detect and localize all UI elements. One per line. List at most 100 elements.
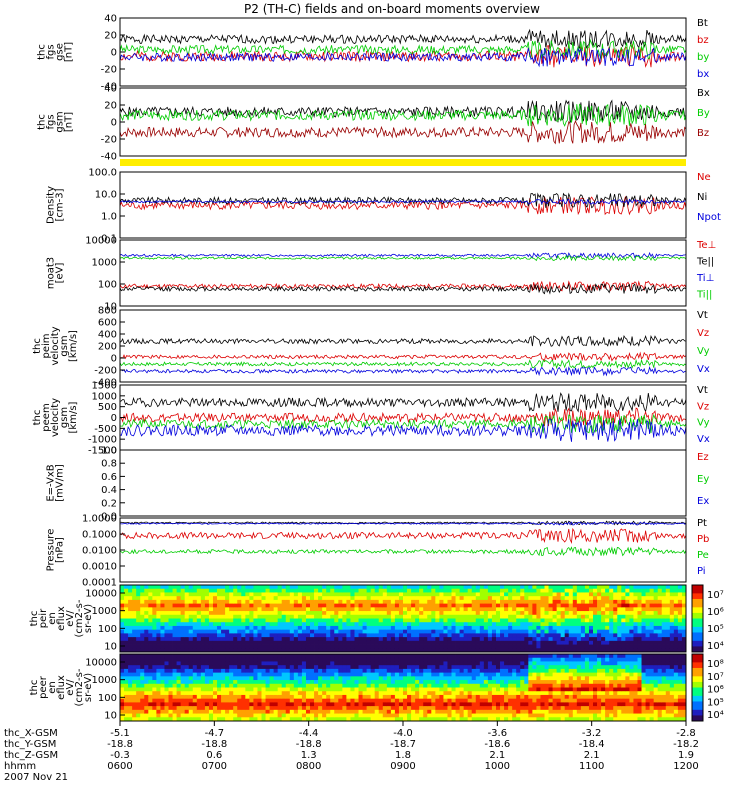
spec-cell-peer-2-15 [128, 709, 133, 714]
spec-cell-peer-55-10 [342, 691, 347, 696]
spec-cell-peer-87-4 [471, 668, 477, 674]
ytick-label-pressure-1: 0.1000 [82, 530, 117, 541]
spec-cell-peir-29-5 [237, 603, 242, 608]
spec-cell-peir-67-2 [390, 592, 396, 597]
spec-cell-peer-44-0 [297, 654, 303, 659]
spec-cell-peer-51-1 [326, 657, 331, 662]
spec-cell-peir-94-10 [500, 622, 505, 627]
spec-cell-peir-13-10 [172, 622, 177, 627]
spec-cell-peir-18-9 [192, 618, 198, 623]
spec-cell-peer-110-14 [564, 706, 570, 711]
spec-cell-peir-54-7 [338, 611, 343, 616]
spec-cell-peer-52-1 [330, 657, 335, 662]
spec-cell-peir-86-6 [467, 607, 473, 612]
spec-cell-peer-99-4 [520, 668, 525, 674]
spec-cell-peir-38-9 [273, 618, 279, 623]
spec-cell-peir-77-2 [431, 592, 436, 597]
spec-cell-peer-42-17 [289, 717, 295, 722]
spec-cell-peer-7-7 [148, 680, 153, 685]
spec-cell-peer-97-9 [512, 687, 517, 692]
spec-cell-peer-60-7 [362, 680, 368, 685]
spec-cell-peer-74-9 [419, 687, 424, 692]
spec-cell-peer-40-2 [281, 661, 287, 666]
spec-cell-peir-107-16 [552, 644, 558, 649]
spec-cell-peer-122-14 [613, 706, 618, 711]
spec-cell-peer-74-13 [419, 702, 424, 707]
spec-cell-peer-64-9 [378, 687, 384, 692]
spec-cell-peir-99-7 [520, 611, 525, 616]
spec-cell-peer-122-15 [613, 709, 618, 714]
spec-cell-peir-40-7 [281, 611, 287, 616]
spec-cell-peer-82-15 [451, 709, 456, 714]
spec-cell-peer-93-10 [495, 691, 501, 696]
spec-cell-peir-94-0 [500, 585, 505, 590]
spec-cell-peir-89-13 [479, 633, 485, 638]
spec-cell-peir-46-15 [305, 640, 311, 645]
spec-cell-peer-83-1 [455, 657, 460, 662]
spec-cell-peir-116-15 [588, 640, 594, 645]
spec-cell-peer-46-13 [305, 702, 311, 707]
spec-cell-peir-111-1 [568, 588, 574, 593]
spec-cell-peer-19-13 [196, 702, 202, 707]
spec-cell-peir-60-4 [362, 599, 368, 605]
spec-cell-peir-74-8 [419, 614, 424, 619]
spec-cell-peir-60-6 [362, 607, 368, 612]
spec-cell-peir-56-0 [346, 585, 351, 590]
spec-cell-peir-136-6 [669, 607, 675, 612]
spec-cell-peer-40-10 [281, 691, 287, 696]
spec-cell-peer-118-17 [597, 717, 602, 722]
spec-cell-peir-91-12 [487, 629, 493, 634]
spec-cell-peir-91-6 [487, 607, 493, 612]
spec-cell-peir-89-4 [479, 599, 485, 605]
spec-cell-peer-93-13 [495, 702, 501, 707]
spec-cell-peer-12-10 [168, 691, 173, 696]
spec-cell-peir-91-15 [487, 640, 493, 645]
spec-cell-peer-7-17 [148, 717, 153, 722]
spec-cell-peir-22-4 [208, 599, 214, 605]
spec-cell-peer-11-4 [164, 668, 169, 674]
spec-cell-peir-118-3 [597, 596, 602, 601]
spec-cell-peer-16-2 [184, 661, 190, 666]
spec-cell-peer-26-15 [225, 709, 230, 714]
ytick-label-fgs-gse-4: -40 [101, 82, 117, 93]
spec-cell-peir-116-2 [588, 592, 594, 597]
spec-cell-peer-108-6 [556, 676, 562, 681]
spec-cell-peer-73-8 [415, 683, 420, 688]
spec-cell-peer-32-15 [249, 709, 254, 714]
spec-cell-peir-9-0 [156, 585, 161, 590]
spec-cell-peer-89-14 [479, 706, 485, 711]
spec-cell-peir-13-12 [172, 629, 177, 634]
colorbar-peir-13 [692, 621, 703, 625]
spec-cell-peir-50-5 [322, 603, 327, 608]
spec-cell-peer-80-1 [443, 657, 448, 662]
spec-cell-peer-12-6 [168, 676, 173, 681]
spec-cell-peer-74-16 [419, 713, 424, 718]
spec-cell-peir-2-3 [128, 596, 133, 601]
spec-cell-peir-34-4 [257, 599, 262, 605]
spec-cell-peir-68-11 [394, 625, 400, 631]
spec-cell-peer-111-13 [568, 702, 574, 707]
spec-cell-peir-121-15 [609, 640, 614, 645]
spec-cell-peer-109-13 [560, 702, 566, 707]
spec-cell-peer-57-12 [350, 698, 355, 703]
spec-cell-peer-11-8 [164, 683, 169, 688]
spec-cell-peir-22-8 [208, 614, 214, 619]
spec-cell-peir-70-3 [403, 596, 408, 601]
spec-cell-peer-53-15 [334, 709, 339, 714]
spec-cell-peer-34-9 [257, 687, 262, 692]
spec-cell-peir-12-8 [168, 614, 173, 619]
spec-cell-peir-92-3 [491, 596, 497, 601]
spec-cell-peer-13-10 [172, 691, 177, 696]
spec-cell-peir-28-1 [233, 588, 238, 593]
spec-cell-peer-100-16 [524, 713, 529, 718]
spec-cell-peer-22-4 [208, 668, 214, 674]
spec-cell-peir-15-4 [180, 599, 186, 605]
spec-cell-peir-111-13 [568, 633, 574, 638]
legend-peim-velocity-1: Vz [697, 328, 709, 339]
spec-cell-peer-56-3 [346, 665, 351, 670]
spec-cell-peer-87-7 [471, 680, 477, 685]
spec-cell-peir-6-8 [144, 614, 149, 619]
frame-pressure [119, 517, 687, 583]
spec-cell-peer-58-1 [354, 657, 359, 662]
spec-cell-peir-108-10 [556, 622, 562, 627]
